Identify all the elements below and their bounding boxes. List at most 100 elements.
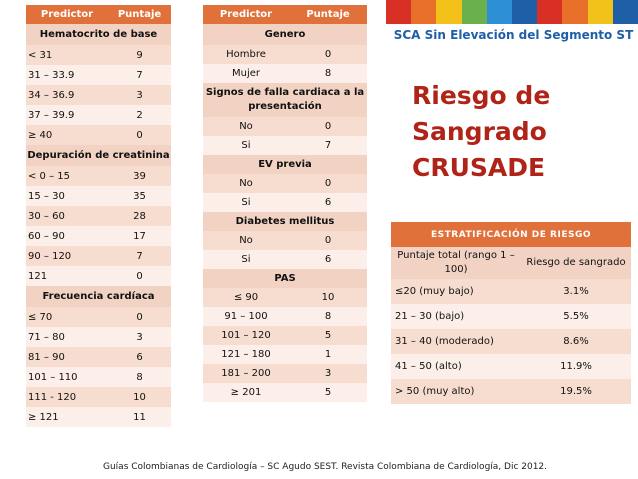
row-label: ≥ 121 [26, 407, 108, 427]
row-value: 10 [108, 387, 171, 407]
table-row: ≤ 90 10 [203, 288, 367, 307]
row-value: 17 [108, 226, 171, 246]
predictor-table-left: Predictor Puntaje Hematocrito de base < 31 9… [26, 5, 171, 427]
section-title: PAS [203, 269, 367, 288]
row-value: 7 [108, 65, 171, 85]
table-row: 41 – 50 (alto) 11.9% [391, 354, 631, 379]
banner-block [562, 0, 588, 24]
risk-header: ESTRATIFICACIÓN DE RIESGO [391, 222, 631, 247]
row-value: 0 [289, 231, 367, 250]
row-value: 5 [289, 383, 367, 402]
table-row: ≥ 40 0 [26, 125, 171, 145]
section-row: Depuración de creatinina [26, 145, 171, 166]
banner-block [537, 0, 563, 24]
row-label: 37 – 39.9 [26, 105, 108, 125]
section-row: PAS [203, 269, 367, 288]
table-row: No 0 [203, 174, 367, 193]
row-value: 8 [289, 307, 367, 326]
table-row: No 0 [203, 231, 367, 250]
row-value: 28 [108, 206, 171, 226]
row-label: 121 – 180 [203, 345, 289, 364]
row-label: 30 – 60 [26, 206, 108, 226]
row-label: ≥ 40 [26, 125, 108, 145]
table-row: ≥ 121 11 [26, 407, 171, 427]
row-label: 111 - 120 [26, 387, 108, 407]
row-value: 0 [108, 266, 171, 286]
row-label: 34 – 36.9 [26, 85, 108, 105]
section-title: Genero [203, 24, 367, 45]
ecg-banner [386, 0, 638, 24]
row-value: 3 [289, 364, 367, 383]
row-value: 6 [289, 250, 367, 269]
section-row: Frecuencia cardíaca [26, 286, 171, 307]
row-label: < 0 – 15 [26, 166, 108, 186]
section-title: Diabetes mellitus [203, 212, 367, 231]
row-value: 8 [289, 64, 367, 83]
row-label: 181 – 200 [203, 364, 289, 383]
risk-table: ESTRATIFICACIÓN DE RIESGO Puntaje total … [391, 222, 631, 404]
row-label: ≤ 70 [26, 307, 108, 327]
row-value: 0 [108, 307, 171, 327]
table-row: Si 6 [203, 193, 367, 212]
row-value: 3 [108, 85, 171, 105]
table-row: ≥ 201 5 [203, 383, 367, 402]
table-row: ≤20 (muy bajo) 3.1% [391, 279, 631, 304]
table-row: 111 - 120 10 [26, 387, 171, 407]
row-label: Mujer [203, 64, 289, 83]
row-label: 101 – 110 [26, 367, 108, 387]
row-label: Hombre [203, 45, 289, 64]
table-row: 121 – 180 1 [203, 345, 367, 364]
row-value: 3 [108, 327, 171, 347]
section-title: Frecuencia cardíaca [26, 286, 171, 307]
row-label: 90 – 120 [26, 246, 108, 266]
row-value: 5 [289, 326, 367, 345]
row-value: 7 [108, 246, 171, 266]
table-row: < 31 9 [26, 45, 171, 65]
row-label: 81 – 90 [26, 347, 108, 367]
row-label: 101 – 120 [203, 326, 289, 345]
table-row: 30 – 60 28 [26, 206, 171, 226]
row-value: 39 [108, 166, 171, 186]
table-row: 91 – 100 8 [203, 307, 367, 326]
section-title: Signos de falla cardiaca a la presentaci… [203, 83, 367, 117]
row-label: ≤ 90 [203, 288, 289, 307]
row-label: 121 [26, 266, 108, 286]
banner-block [461, 0, 487, 24]
predictor-table-middle: Predictor Puntaje Genero Hombre 0 Mujer 8 Signo… [203, 5, 367, 402]
table-row: 81 – 90 6 [26, 347, 171, 367]
row-label: No [203, 231, 289, 250]
section-row: EV previa [203, 155, 367, 174]
row-label: No [203, 174, 289, 193]
row-value: 6 [108, 347, 171, 367]
banner-block [436, 0, 462, 24]
section-title: EV previa [203, 155, 367, 174]
row-value: 0 [289, 174, 367, 193]
table-row: Si 6 [203, 250, 367, 269]
main-title: Riesgo de Sangrado CRUSADE [412, 78, 602, 186]
table-row: 71 – 80 3 [26, 327, 171, 347]
title-line: Riesgo de [412, 81, 551, 110]
table-row: 31 – 33.9 7 [26, 65, 171, 85]
row-value: 2 [108, 105, 171, 125]
banner-block [587, 0, 613, 24]
footer-citation: Guías Colombianas de Cardiología – SC Ag… [103, 462, 548, 472]
row-value: 9 [108, 45, 171, 65]
table-row: ≤ 70 0 [26, 307, 171, 327]
row-label: Si [203, 193, 289, 212]
table-row: > 50 (muy alto) 19.5% [391, 379, 631, 404]
banner-block [486, 0, 513, 24]
banner-block [612, 0, 638, 24]
section-row: Hematocrito de base [26, 24, 171, 45]
section-row: Signos de falla cardiaca a la presentaci… [203, 83, 367, 117]
title-line: CRUSADE [412, 153, 546, 182]
subtitle: SCA Sin Elevación del Segmento ST [393, 28, 634, 42]
table-row: 90 – 120 7 [26, 246, 171, 266]
header-puntaje: Puntaje [289, 5, 367, 24]
table-row: 60 – 90 17 [26, 226, 171, 246]
table-row: 34 – 36.9 3 [26, 85, 171, 105]
row-value: 35 [108, 186, 171, 206]
row-label: Si [203, 250, 289, 269]
section-title: Hematocrito de base [26, 24, 171, 45]
row-label: 91 – 100 [203, 307, 289, 326]
banner-block [512, 0, 538, 24]
